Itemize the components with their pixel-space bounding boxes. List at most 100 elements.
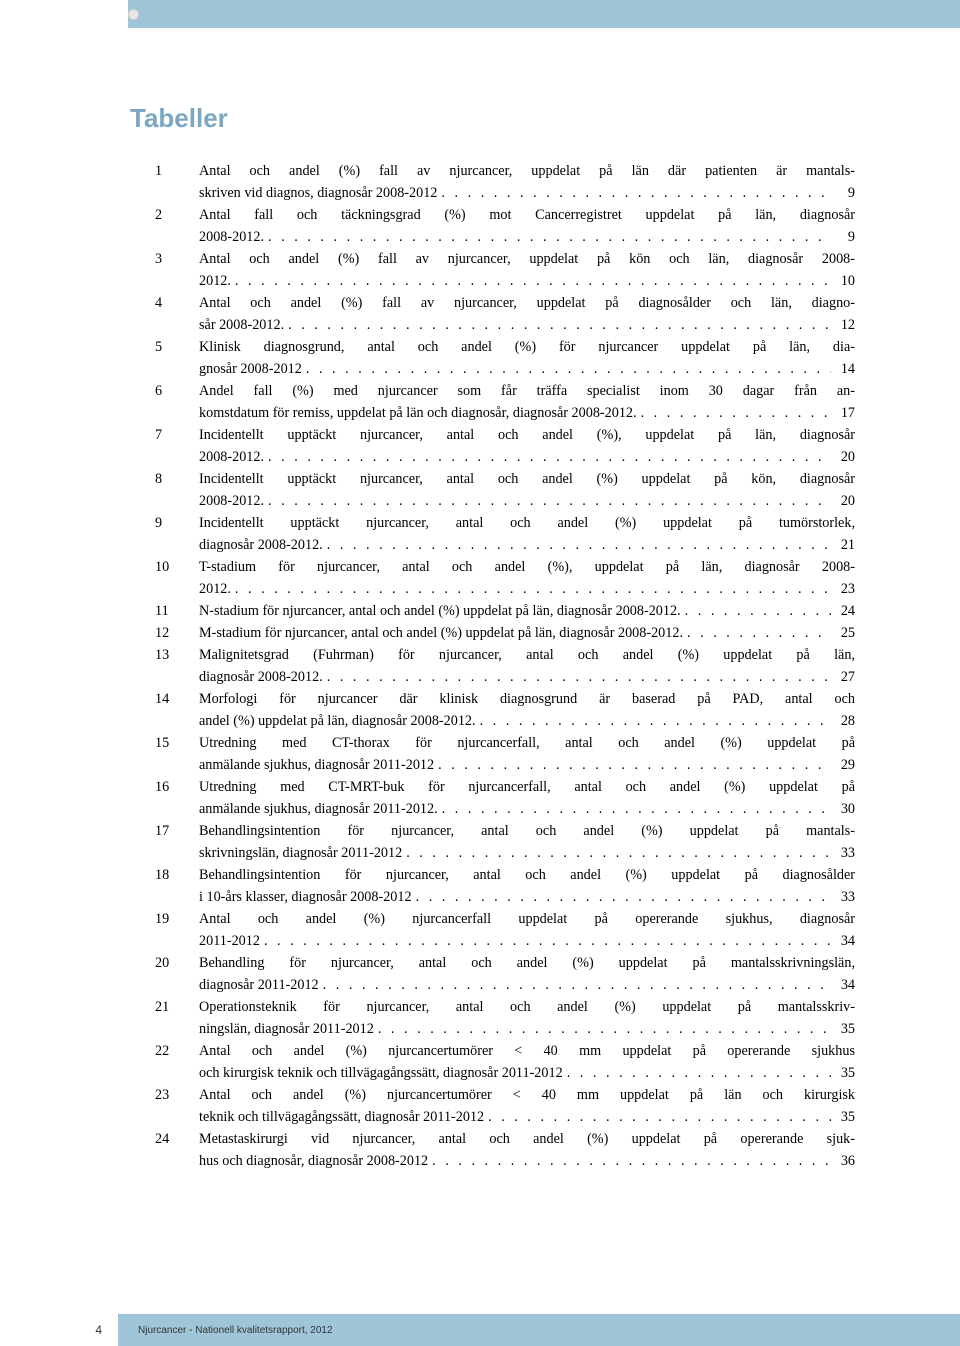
toc-entry-number: 13 xyxy=(155,644,199,688)
toc-entry-page: 35 xyxy=(831,1018,855,1040)
footer-text: Njurcancer - Nationell kvalitetsrapport,… xyxy=(138,1325,333,1336)
toc-entry: 4Antal och andel (%) fall av njurcancer,… xyxy=(155,292,855,336)
toc-entry-page: 20 xyxy=(831,490,855,512)
toc-entry-last-line: skrivningslän, diagnosår 2011-2012 . . .… xyxy=(199,842,855,864)
toc-entry-content: Utredning med CT-thorax för njurcancerfa… xyxy=(199,732,855,776)
toc-entry-text: Incidentellt upptäckt njurcancer, antal … xyxy=(199,468,855,490)
toc-entry-number: 18 xyxy=(155,864,199,908)
toc-entry-page: 9 xyxy=(831,182,855,204)
toc-entry-content: Antal och andel (%) fall av njurcancer, … xyxy=(199,292,855,336)
toc-entry-text: Incidentellt upptäckt njurcancer, antal … xyxy=(199,512,855,534)
toc-leader-dots: . . . . . . . . . . . . . . . . . . . . … xyxy=(264,490,831,512)
toc-entry-content: Antal och andel (%) njurcancerfall uppde… xyxy=(199,908,855,952)
toc-leader-dots: . . . . . . . . . . . . . . . . . . . . … xyxy=(323,534,831,556)
toc-entry-last-text: skrivningslän, diagnosår 2011-2012 xyxy=(199,842,402,864)
toc-entry-content: Klinisk diagnosgrund, antal och andel (%… xyxy=(199,336,855,380)
toc-entry-last-line: 2012. . . . . . . . . . . . . . . . . . … xyxy=(199,270,855,292)
toc-entry-last-line: gnosår 2008-2012 . . . . . . . . . . . .… xyxy=(199,358,855,380)
toc-leader-dots: . . . . . . . . . . . . . . . . . . . . … xyxy=(302,358,831,380)
toc-entry-page: 36 xyxy=(831,1150,855,1172)
toc-entry-text: T-stadium för njurcancer, antal och ande… xyxy=(199,556,855,578)
table-of-contents: 1 Antal och andel (%) fall av njurcancer,… xyxy=(155,160,855,1172)
toc-entry-text: Antal och andel (%) njurcancertumörer < … xyxy=(199,1040,855,1062)
toc-entry-last-line: 2008-2012. . . . . . . . . . . . . . . .… xyxy=(199,490,855,512)
footer-page-block: 4 xyxy=(0,1314,118,1346)
toc-entry-last-text: 2011-2012 xyxy=(199,930,260,952)
toc-entry-page: 10 xyxy=(831,270,855,292)
toc-entry-content: N-stadium för njurcancer, antal och ande… xyxy=(199,600,855,622)
toc-entry: 18Behandlingsintention för njurcancer, a… xyxy=(155,864,855,908)
toc-entry-number: 1 xyxy=(155,160,199,204)
toc-entry-number: 4 xyxy=(155,292,199,336)
toc-entry-text: Utredning med CT-MRT-buk för njurcancerf… xyxy=(199,776,855,798)
toc-entry-page: 23 xyxy=(831,578,855,600)
toc-entry-text: Behandlingsintention för njurcancer, ant… xyxy=(199,864,855,886)
toc-entry-page: 30 xyxy=(831,798,855,820)
toc-entry-last-text: teknik och tillvägagångssätt, diagnosår … xyxy=(199,1106,484,1128)
toc-entry-page: 27 xyxy=(831,666,855,688)
toc-entry-text: Behandlingsintention för njurcancer, ant… xyxy=(199,820,855,842)
toc-entry-last-text: anmälande sjukhus, diagnosår 2011-2012 xyxy=(199,754,434,776)
toc-entry-page: 14 xyxy=(831,358,855,380)
toc-entry: 16Utredning med CT-MRT-buk för njurcance… xyxy=(155,776,855,820)
toc-entry-last-line: teknik och tillvägagångssätt, diagnosår … xyxy=(199,1106,855,1128)
toc-entry: 21Operationsteknik för njurcancer, antal… xyxy=(155,996,855,1040)
toc-entry-text: Behandling för njurcancer, antal och and… xyxy=(199,952,855,974)
toc-entry-text: Metastaskirurgi vid njurcancer, antal oc… xyxy=(199,1128,855,1150)
toc-entry-text: Antal och andel (%) njurcancerfall uppde… xyxy=(199,908,855,930)
toc-entry-text: Incidentellt upptäckt njurcancer, antal … xyxy=(199,424,855,446)
toc-entry-last-line: M-stadium för njurcancer, antal och ande… xyxy=(199,622,855,644)
toc-entry-content: T-stadium för njurcancer, antal och ande… xyxy=(199,556,855,600)
toc-entry-page: 34 xyxy=(831,930,855,952)
toc-leader-dots: . . . . . . . . . . . . . . . . . . . . … xyxy=(428,1150,831,1172)
toc-entry-last-text: i 10-års klasser, diagnosår 2008-2012 xyxy=(199,886,412,908)
toc-entry-page: 25 xyxy=(831,622,855,644)
toc-entry: 6Andel fall (%) med njurcancer som får t… xyxy=(155,380,855,424)
toc-entry-text: Andel fall (%) med njurcancer som får tr… xyxy=(199,380,855,402)
toc-entry-content: Andel fall (%) med njurcancer som får tr… xyxy=(199,380,855,424)
toc-entry-last-line: 2012. . . . . . . . . . . . . . . . . . … xyxy=(199,578,855,600)
toc-entry: 5Klinisk diagnosgrund, antal och andel (… xyxy=(155,336,855,380)
toc-entry-last-text: 2008-2012. xyxy=(199,490,264,512)
toc-entry-last-line: 2008-2012. . . . . . . . . . . . . . . .… xyxy=(199,226,855,248)
toc-leader-dots: . . . . . . . . . . . . . . . . . . . . … xyxy=(319,974,831,996)
toc-entry-last-text: hus och diagnosår, diagnosår 2008-2012 xyxy=(199,1150,428,1172)
toc-leader-dots: . . . . . . . . . . . . . . . . . . . . … xyxy=(438,798,831,820)
toc-entry-page: 28 xyxy=(831,710,855,732)
toc-entry: 19Antal och andel (%) njurcancerfall upp… xyxy=(155,908,855,952)
toc-entry-content: Malignitetsgrad (Fuhrman) för njurcancer… xyxy=(199,644,855,688)
toc-entry-text: Klinisk diagnosgrund, antal och andel (%… xyxy=(199,336,855,358)
toc-entry-page: 21 xyxy=(831,534,855,556)
toc-entry-text: Antal och andel (%) fall av njurcancer, … xyxy=(199,248,855,270)
toc-entry-content: Incidentellt upptäckt njurcancer, antal … xyxy=(199,424,855,468)
toc-entry-last-text: N-stadium för njurcancer, antal och ande… xyxy=(199,600,681,622)
footer-bar: Njurcancer - Nationell kvalitetsrapport,… xyxy=(0,1314,960,1346)
toc-entry-last-line: i 10-års klasser, diagnosår 2008-2012 . … xyxy=(199,886,855,908)
toc-leader-dots: . . . . . . . . . . . . . . . . . . . . … xyxy=(681,600,831,622)
toc-leader-dots: . . . . . . . . . . . . . . . . . . . . … xyxy=(323,666,831,688)
toc-entry-last-line: anmälande sjukhus, diagnosår 2011-2012. … xyxy=(199,798,855,820)
toc-entry-page: 29 xyxy=(831,754,855,776)
toc-entry-last-line: skriven vid diagnos, diagnosår 2008-2012… xyxy=(199,182,855,204)
toc-entry-page: 35 xyxy=(831,1062,855,1084)
toc-entry-number: 9 xyxy=(155,512,199,556)
toc-leader-dots: . . . . . . . . . . . . . . . . . . . . … xyxy=(231,270,831,292)
toc-entry-content: Behandlingsintention för njurcancer, ant… xyxy=(199,820,855,864)
toc-entry-content: Metastaskirurgi vid njurcancer, antal oc… xyxy=(199,1128,855,1172)
toc-entry-number: 16 xyxy=(155,776,199,820)
toc-entry: 20Behandling för njurcancer, antal och a… xyxy=(155,952,855,996)
toc-entry: 24Metastaskirurgi vid njurcancer, antal … xyxy=(155,1128,855,1172)
toc-entry: 7Incidentellt upptäckt njurcancer, antal… xyxy=(155,424,855,468)
toc-entry-page: 9 xyxy=(831,226,855,248)
toc-entry-content: Antal och andel (%) njurcancertumörer < … xyxy=(199,1084,855,1128)
toc-leader-dots: . . . . . . . . . . . . . . . . . . . . … xyxy=(264,226,831,248)
toc-entry-content: Antal och andel (%) fall av njurcancer, … xyxy=(199,248,855,292)
toc-entry-last-line: sår 2008-2012. . . . . . . . . . . . . .… xyxy=(199,314,855,336)
toc-entry-number: 12 xyxy=(155,622,199,644)
toc-entry-last-text: skriven vid diagnos, diagnosår 2008-2012 xyxy=(199,182,437,204)
toc-entry-content: Operationsteknik för njurcancer, antal o… xyxy=(199,996,855,1040)
header-dot-icon xyxy=(128,9,139,20)
toc-entry-last-line: diagnosår 2008-2012. . . . . . . . . . .… xyxy=(199,666,855,688)
toc-entry-last-text: M-stadium för njurcancer, antal och ande… xyxy=(199,622,683,644)
toc-entry-number: 24 xyxy=(155,1128,199,1172)
